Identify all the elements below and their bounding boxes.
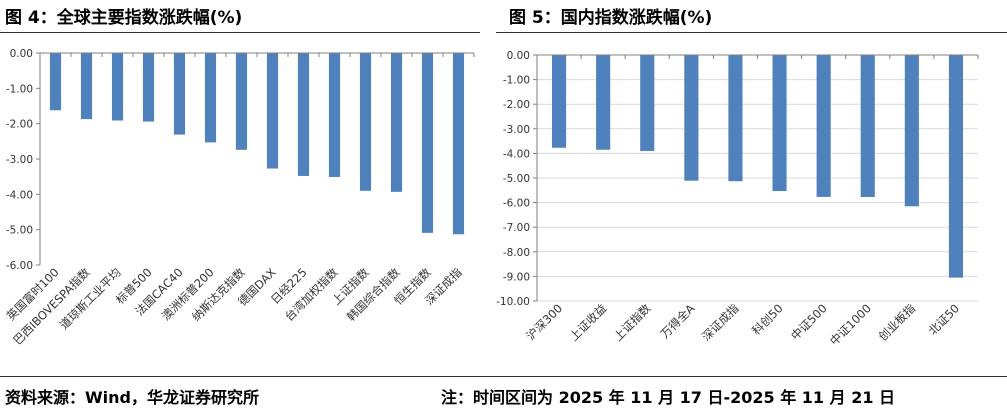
chart1-bar xyxy=(948,55,964,278)
chart0-y-tick-label: -4.00 xyxy=(6,189,33,201)
chart0-bar xyxy=(111,53,124,121)
chart1-category-label: 科创50 xyxy=(749,301,786,338)
chart0-bar xyxy=(204,53,217,143)
chart0-y-tick-label: -3.00 xyxy=(6,154,33,166)
chart1-y-tick-label: 0.00 xyxy=(507,50,530,62)
top-rule-right xyxy=(496,32,1007,33)
chart0-bar xyxy=(235,53,248,150)
chart0-bar xyxy=(80,53,93,120)
chart0-bar xyxy=(297,53,310,176)
chart1-bar xyxy=(772,55,787,192)
chart1-y-tick-label: -10.00 xyxy=(496,296,530,308)
chart1-category-label: 中证1000 xyxy=(827,301,874,348)
chart1-y-tick-label: -7.00 xyxy=(503,222,530,234)
chart1-y-tick-label: -9.00 xyxy=(503,271,530,283)
chart1-bar xyxy=(684,55,699,181)
chart1-bar xyxy=(904,55,919,207)
chart1-y-tick-label: -2.00 xyxy=(503,99,530,111)
chart1-y-tick-label: -1.00 xyxy=(503,75,530,87)
chart0-y-tick-label: 0.00 xyxy=(10,48,33,60)
chart1-category-label: 北证50 xyxy=(926,301,963,338)
chart1-y-tick-label: -5.00 xyxy=(503,173,530,185)
chart1-category-label: 深证成指 xyxy=(699,301,741,343)
time-note: 注：时间区间为 2025 年 11 月 17 日-2025 年 11 月 21 … xyxy=(441,388,896,407)
chart0-bar xyxy=(142,53,155,122)
chart0-bar xyxy=(390,53,403,192)
chart1-bar xyxy=(728,55,743,182)
chart0-y-tick-label: -5.00 xyxy=(6,225,33,237)
chart1-bar xyxy=(551,55,567,148)
chart1-bar xyxy=(596,55,611,150)
chart0-y-tick-label: -1.00 xyxy=(6,83,33,95)
chart1-y-tick-label: -3.00 xyxy=(503,124,530,136)
chart1-bar xyxy=(816,55,831,197)
bottom-rule xyxy=(0,376,1007,377)
chart1-category-label: 创业板指 xyxy=(876,301,918,343)
figure-4-title: 图 4：全球主要指数涨跌幅(%) xyxy=(5,8,243,28)
chart1-category-label: 万得全A xyxy=(658,301,698,341)
chart1-y-tick-label: -4.00 xyxy=(503,148,530,160)
chart0-bar xyxy=(328,53,341,178)
chart1-category-label: 上证收益 xyxy=(567,301,609,343)
chart1-bar xyxy=(640,55,655,151)
chart0-bar xyxy=(49,53,62,111)
chart0-bar xyxy=(452,53,465,235)
chart0-bar xyxy=(266,53,279,169)
source-note: 资料来源：Wind，华龙证券研究所 xyxy=(5,388,259,407)
chart1-category-label: 上证指数 xyxy=(611,301,654,344)
chart0-bar xyxy=(421,53,434,233)
chart0-y-tick-label: -2.00 xyxy=(6,119,33,131)
chart1-category-label: 中证500 xyxy=(788,301,830,343)
chart1-y-tick-label: -8.00 xyxy=(503,247,530,259)
chart0-y-tick-label: -6.00 xyxy=(6,260,33,272)
chart1-bar xyxy=(860,55,875,197)
domestic-index-chart: 0.00 -1.00 -2.00 -3.00 -4.00 -5.00 -6.00 -7.00 -… xyxy=(496,50,979,348)
figure-5-title: 图 5：国内指数涨跌幅(%) xyxy=(509,8,713,28)
chart1-y-tick-label: -6.00 xyxy=(503,198,530,210)
top-rule-left xyxy=(0,32,480,33)
global-index-chart: 0.00-1.00-2.00-3.00-4.00-5.00-6.00英国富时10… xyxy=(4,48,475,348)
chart0-bar xyxy=(359,53,372,191)
chart0-bar xyxy=(173,53,186,135)
